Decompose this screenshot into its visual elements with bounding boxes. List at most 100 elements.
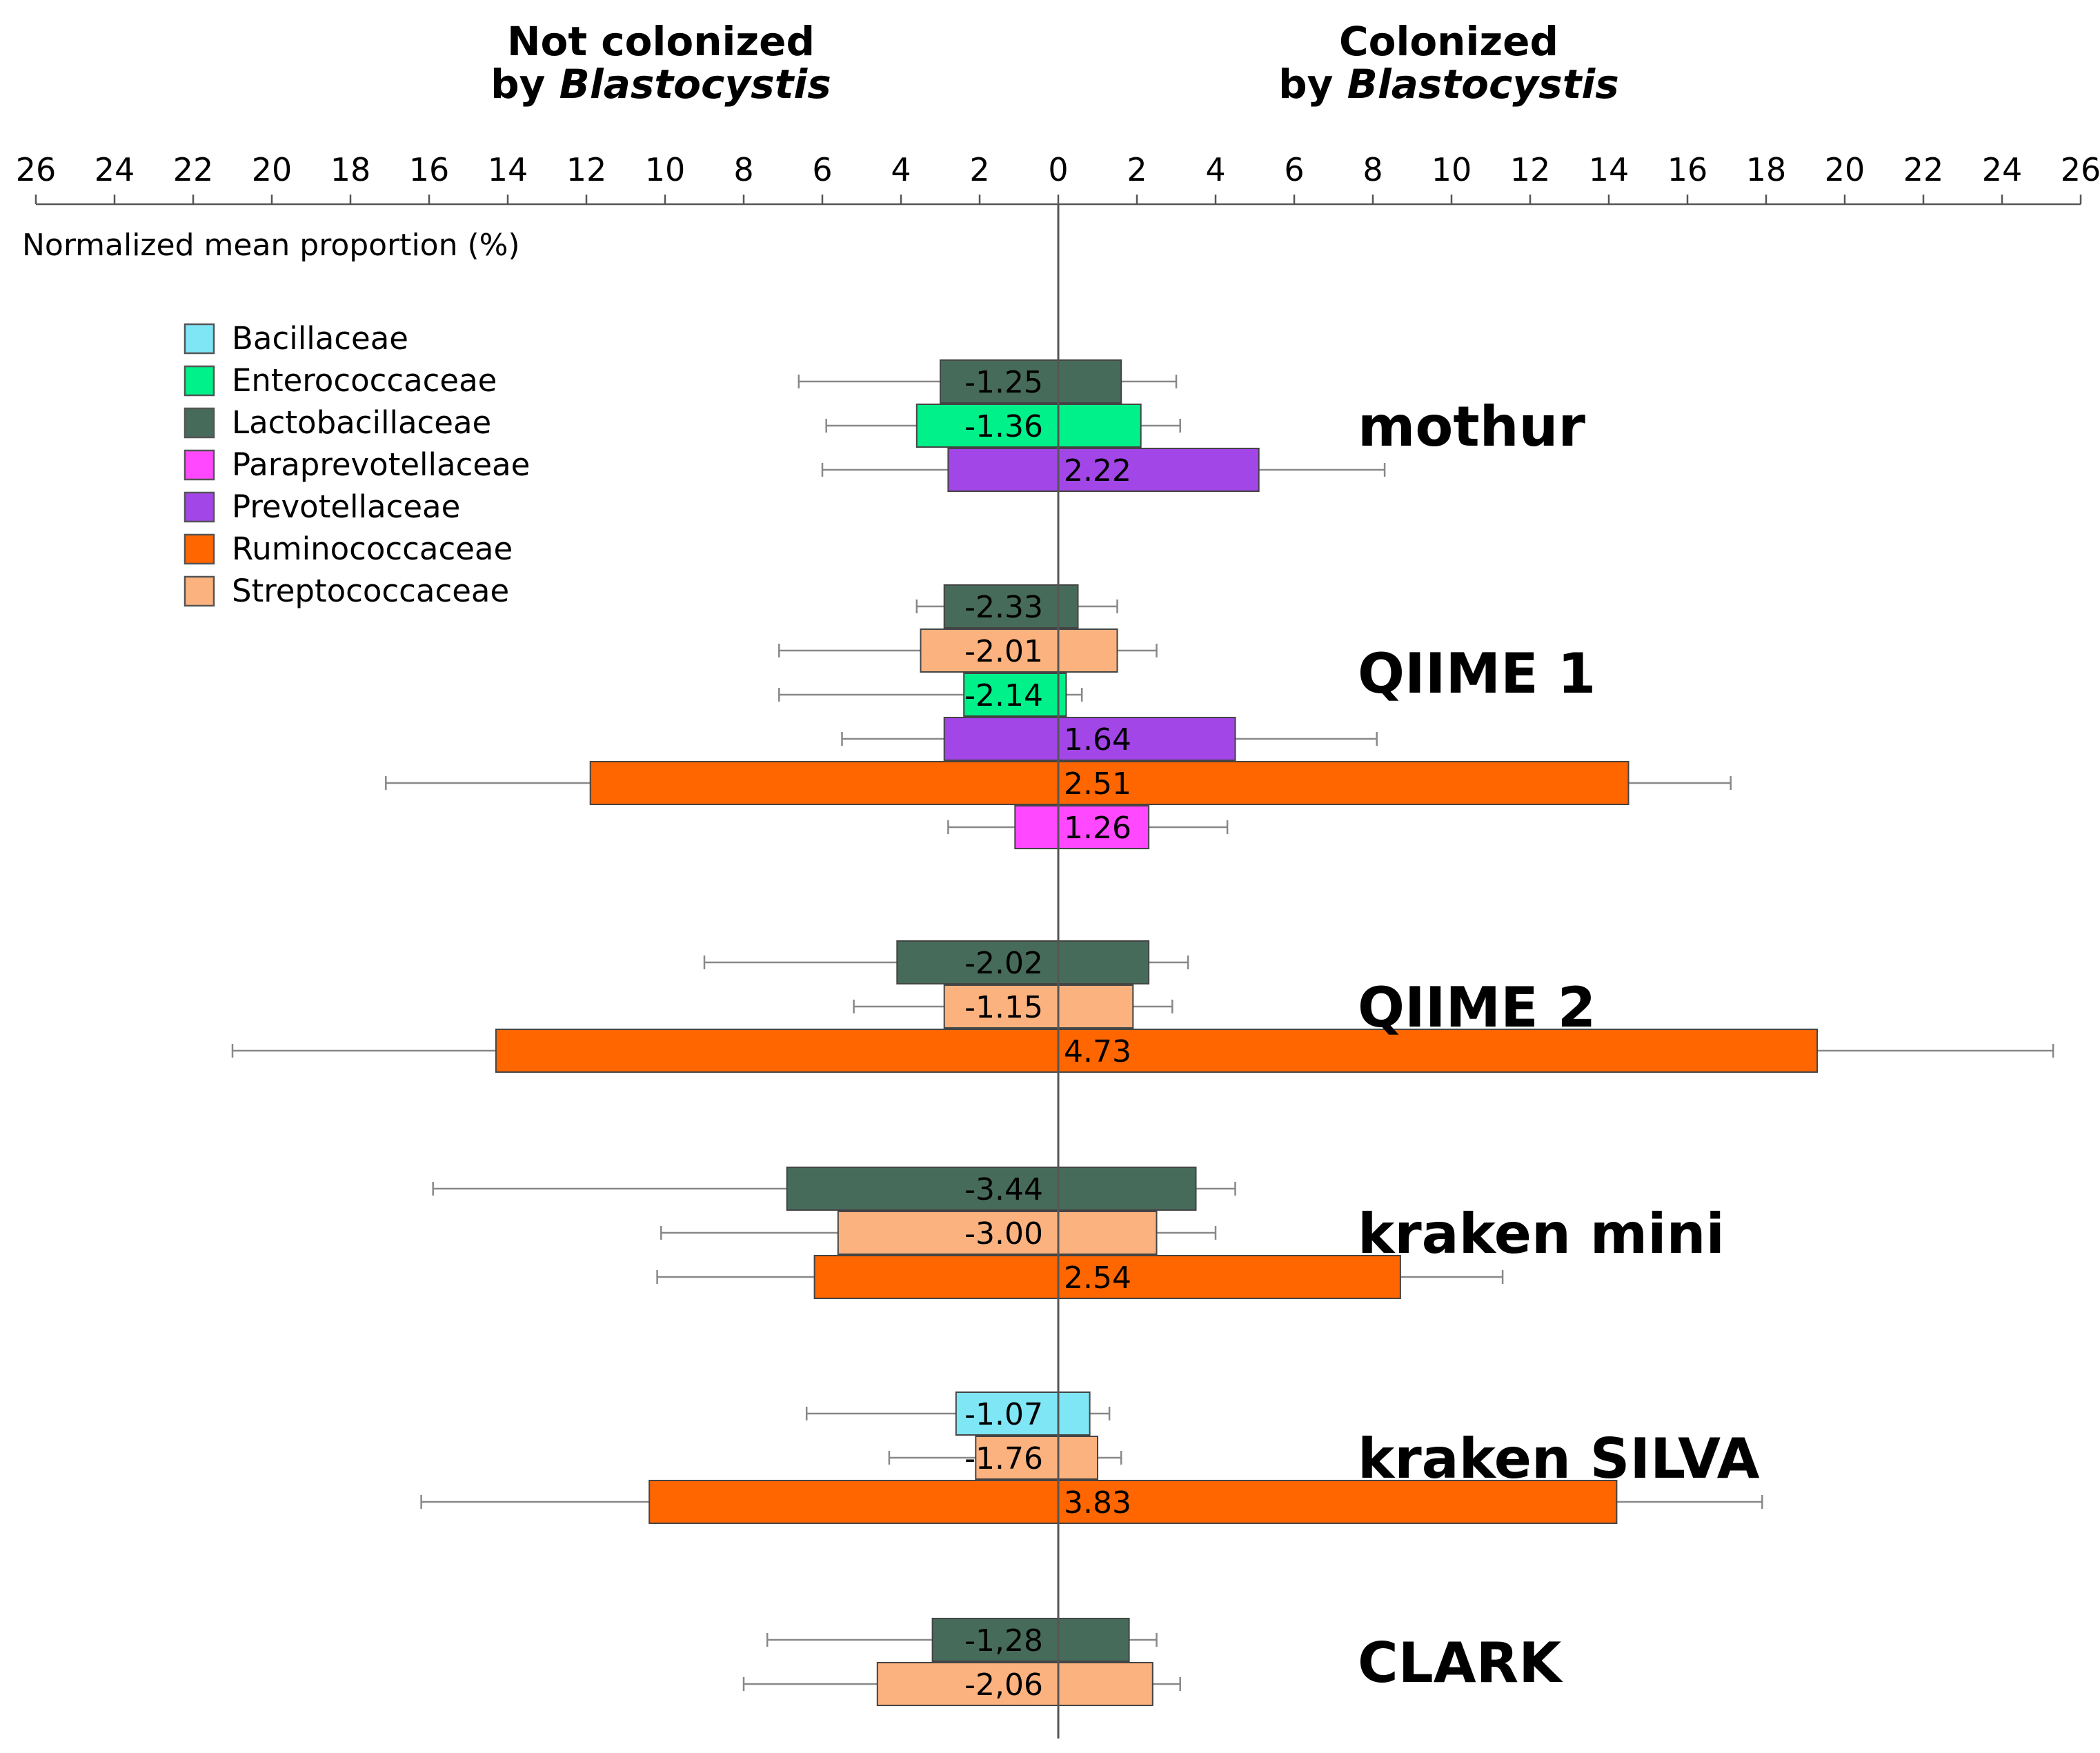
x-axis-title: Normalized mean proportion (%) — [22, 228, 520, 263]
bar-streptococcaceae — [943, 984, 1134, 1029]
x-axis: 26 24 22 20 18 16 14 12 10 8 6 4 2 0 2 4 6 8 10 12 14 16 18 20 2… — [16, 151, 2100, 206]
bar-ruminococcaceae — [589, 761, 1630, 805]
bar-value-label: -2.14 — [964, 678, 1043, 713]
bar-streptococcaceae — [975, 1436, 1099, 1480]
bar-streptococcaceae — [876, 1662, 1153, 1706]
legend-label-streptococcaceae: Streptococcaceae — [232, 573, 509, 609]
x-tick-label: 8 — [733, 151, 753, 188]
bar-value-label: 2.54 — [1064, 1260, 1131, 1296]
bar-value-label: 3.83 — [1064, 1485, 1131, 1521]
bar-ruminococcaceae — [648, 1480, 1618, 1524]
bar-lactobacillaceae — [940, 359, 1122, 404]
legend-swatch-streptococcaceae — [184, 575, 215, 607]
x-tick-label: 12 — [1510, 151, 1551, 188]
bar-value-label: -1.36 — [964, 409, 1043, 444]
legend-label-bacillaceae: Bacillaceae — [232, 320, 408, 357]
header-left-line1: Not colonized — [507, 18, 815, 65]
x-tick-label: 20 — [252, 151, 293, 188]
bar-value-label: -2.02 — [964, 946, 1043, 981]
group-label-kraken-mini: kraken mini — [1358, 1202, 1725, 1266]
x-tick-label: 4 — [1205, 151, 1225, 188]
header-right-line1: Colonized — [1339, 18, 1558, 65]
bar-lactobacillaceae — [943, 584, 1079, 628]
header-left-line2: by Blastocystis — [491, 61, 831, 108]
x-tick-label: 14 — [1589, 151, 1630, 188]
bar-lactobacillaceae — [786, 1167, 1197, 1211]
x-tick-label: 16 — [1667, 151, 1708, 188]
x-tick-label: 6 — [1284, 151, 1304, 188]
plot-area: -1.25 -1.36 2.22 mothur -2.33 -2.01 -2.14 1.64 2… — [231, 359, 2054, 1706]
bar-value-label: 2.51 — [1064, 766, 1131, 802]
x-tick-label: 18 — [1746, 151, 1787, 188]
x-tick-label: 16 — [409, 151, 450, 188]
group-kraken-mini: -3.44 -3.00 2.54 kraken mini — [432, 1167, 1725, 1299]
x-tick-label: 10 — [1432, 151, 1472, 188]
x-tick-label: 26 — [16, 151, 57, 188]
x-tick-label: 8 — [1363, 151, 1383, 188]
bar-value-label: 1.64 — [1064, 722, 1131, 757]
bar-value-label: -1.07 — [964, 1397, 1043, 1432]
bar-lactobacillaceae — [896, 940, 1150, 984]
legend-label-lactobacillaceae: Lactobacillaceae — [232, 404, 491, 441]
x-tick-label: 2 — [1127, 151, 1147, 188]
group-label-qiime-2: QIIME 2 — [1358, 975, 1596, 1040]
legend-swatch-ruminococcaceae — [184, 533, 215, 565]
x-tick-label: 20 — [1825, 151, 1865, 188]
group-label-kraken-silva: kraken SILVA — [1358, 1427, 1760, 1491]
legend-label-prevotellaceae: Prevotellaceae — [232, 488, 460, 525]
legend: Bacillaceae Enterococcaceae Lactobacillace… — [184, 320, 530, 609]
bar-value-label: 1.26 — [1064, 811, 1131, 846]
bar-value-label: -1.25 — [964, 365, 1043, 400]
bar-enterococcaceae — [915, 404, 1142, 448]
bar-streptococcaceae — [837, 1211, 1158, 1255]
bar-value-label: -3.00 — [964, 1216, 1043, 1251]
x-tick-label: 6 — [812, 151, 832, 188]
x-tick-label: 18 — [330, 151, 371, 188]
group-clark: -1,28 -2,06 CLARK — [742, 1618, 1563, 1706]
bar-ruminococcaceae — [495, 1029, 1819, 1073]
x-tick-label: 24 — [95, 151, 135, 188]
bar-value-label: -2,06 — [964, 1667, 1043, 1703]
x-tick-label: 22 — [1903, 151, 1944, 188]
bar-paraprevotellaceae — [1014, 805, 1150, 849]
bar-value-label: 4.73 — [1064, 1034, 1131, 1069]
bar-value-label: -1.15 — [964, 990, 1043, 1025]
group-label-clark: CLARK — [1358, 1631, 1563, 1695]
legend-swatch-bacillaceae — [184, 323, 215, 355]
legend-label-enterococcaceae: Enterococcaceae — [232, 362, 497, 399]
legend-swatch-enterococcaceae — [184, 365, 215, 397]
bar-enterococcaceae — [963, 673, 1067, 717]
x-tick-label: 24 — [1982, 151, 2023, 188]
x-tick-label: 0 — [1048, 151, 1068, 188]
group-qiime-1: -2.33 -2.01 -2.14 1.64 2.51 1.26 QIIME 1 — [385, 584, 1732, 849]
bar-prevotellaceae — [947, 448, 1260, 492]
bar-ruminococcaceae — [813, 1255, 1401, 1299]
group-label-qiime-1: QIIME 1 — [1358, 642, 1596, 706]
legend-label-paraprevotellaceae: Paraprevotellaceae — [232, 446, 530, 483]
group-qiime-2: -2.02 -1.15 4.73 QIIME 2 — [231, 940, 2054, 1073]
bar-prevotellaceae — [943, 717, 1236, 761]
group-kraken-silva: -1.07 -1.76 3.83 kraken SILVA — [420, 1391, 1763, 1524]
x-tick-label: 22 — [173, 151, 214, 188]
bar-bacillaceae — [955, 1391, 1091, 1436]
x-tick-label: 26 — [2061, 151, 2100, 188]
header-right-line2: by Blastocystis — [1278, 61, 1619, 108]
legend-swatch-paraprevotellaceae — [184, 449, 215, 481]
bar-value-label: -1,28 — [964, 1623, 1043, 1658]
x-tick-label: 10 — [645, 151, 686, 188]
group-label-mothur: mothur — [1358, 395, 1585, 459]
bar-value-label: -2.33 — [964, 590, 1043, 625]
legend-label-ruminococcaceae: Ruminococcaceae — [232, 531, 513, 567]
x-tick-label: 12 — [566, 151, 607, 188]
legend-swatch-prevotellaceae — [184, 491, 215, 523]
bar-lactobacillaceae — [931, 1618, 1130, 1662]
bar-value-label: -3.44 — [964, 1172, 1043, 1207]
bar-value-label: -2.01 — [964, 634, 1043, 669]
x-tick-label: 2 — [969, 151, 989, 188]
legend-swatch-lactobacillaceae — [184, 407, 215, 439]
x-tick-label: 14 — [488, 151, 528, 188]
bar-streptococcaceae — [920, 628, 1118, 673]
group-mothur: -1.25 -1.36 2.22 mothur — [798, 359, 1585, 492]
x-tick-label: 4 — [891, 151, 911, 188]
